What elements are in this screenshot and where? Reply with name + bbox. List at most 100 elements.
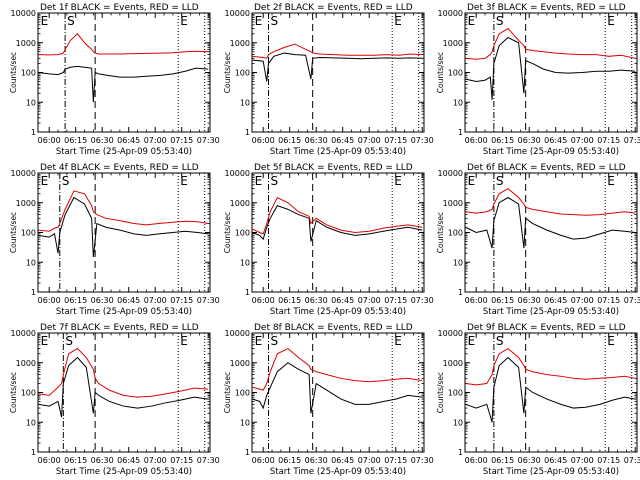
x-tick-label: 07:00 (358, 296, 381, 305)
panel-det-9: Det 9f BLACK = Events, RED = LLD 1 10 100 10… (436, 323, 640, 477)
x-tick-label: 07:30 (197, 456, 220, 465)
panel-title: Det 2f BLACK = Events, RED = LLD (254, 3, 413, 13)
marker-e: E (41, 334, 49, 348)
x-tick-label: 06:00 (252, 136, 275, 145)
series-lld (465, 187, 636, 216)
x-tick-label: 06:45 (544, 296, 567, 305)
x-tick-label: 07:15 (597, 136, 620, 145)
series-lld (38, 347, 209, 398)
marker-s: S (270, 334, 278, 348)
y-tick-label: 1 (458, 128, 463, 137)
x-tick-label: 06:00 (465, 296, 488, 305)
y-tick-label: 1000 (443, 39, 463, 48)
y-tick-label: 1000 (16, 359, 36, 368)
y-tick-label: 1 (31, 448, 36, 457)
x-tick-label: 06:45 (331, 136, 354, 145)
panel-det-5: Det 5f BLACK = Events, RED = LLD 1 10 100 10… (223, 163, 434, 317)
y-tick-label: 10000 (11, 329, 36, 338)
x-tick-label: 06:45 (117, 296, 140, 305)
plot-frame (464, 172, 638, 293)
marker-e: E (255, 174, 263, 188)
series-events (465, 36, 636, 100)
y-tick-label: 100 (21, 229, 36, 238)
y-tick-label: 10 (240, 98, 250, 107)
marker-e: E (394, 334, 402, 348)
marker-e: E (394, 174, 402, 188)
y-tick-label: 1000 (16, 39, 36, 48)
marker-e: E (394, 14, 402, 28)
x-tick-label: 06:45 (117, 456, 140, 465)
marker-e: E (607, 14, 615, 28)
y-tick-label: 10 (453, 98, 463, 107)
x-tick-label: 07:30 (411, 456, 434, 465)
y-tick-label: 1 (245, 288, 250, 297)
y-tick-label: 1 (31, 128, 36, 137)
y-tick-label: 1000 (443, 359, 463, 368)
y-tick-label: 10000 (438, 9, 463, 18)
y-axis-label: Counts/sec (223, 212, 232, 253)
marker-e: E (255, 14, 263, 28)
x-tick-label: 06:30 (305, 456, 328, 465)
panel-det-7: Det 7f BLACK = Events, RED = LLD 1 10 100 10… (9, 323, 220, 477)
x-tick-label: 07:15 (597, 456, 620, 465)
y-tick-label: 10 (26, 418, 36, 427)
x-axis-label: Start Time (25-Apr-09 05:53:40) (56, 147, 192, 157)
x-tick-label: 07:00 (358, 136, 381, 145)
series-events (252, 362, 423, 414)
x-tick-label: 07:15 (170, 296, 193, 305)
y-tick-label: 10000 (438, 329, 463, 338)
plot-frame (37, 172, 211, 293)
x-tick-label: 07:15 (170, 456, 193, 465)
series-lld (252, 196, 423, 235)
marker-s: S (270, 14, 278, 28)
x-tick-label: 07:15 (597, 296, 620, 305)
series-events (252, 52, 423, 82)
x-tick-label: 06:45 (331, 296, 354, 305)
x-axis-label: Start Time (25-Apr-09 05:53:40) (483, 467, 619, 477)
plot-frame (251, 12, 425, 133)
panel-title: Det 9f BLACK = Events, RED = LLD (467, 323, 626, 333)
x-axis-label: Start Time (25-Apr-09 05:53:40) (56, 307, 192, 317)
y-axis-label: Counts/sec (436, 212, 445, 253)
y-tick-label: 10 (240, 258, 250, 267)
panel-title: Det 4f BLACK = Events, RED = LLD (40, 163, 199, 173)
y-tick-label: 10000 (438, 169, 463, 178)
series-events (465, 356, 636, 423)
marker-s: S (496, 14, 504, 28)
x-tick-label: 06:00 (38, 296, 61, 305)
marker-s: S (496, 334, 504, 348)
y-axis-label: Counts/sec (223, 52, 232, 93)
marker-e: E (607, 174, 615, 188)
y-tick-label: 100 (448, 229, 463, 238)
marker-e: E (41, 14, 49, 28)
x-tick-label: 07:30 (411, 296, 434, 305)
y-tick-label: 1000 (230, 199, 250, 208)
y-tick-label: 10000 (11, 9, 36, 18)
y-tick-label: 10000 (11, 169, 36, 178)
y-tick-label: 1 (245, 448, 250, 457)
series-lld (465, 347, 636, 386)
series-events (38, 65, 209, 103)
y-tick-label: 1 (31, 288, 36, 297)
x-tick-label: 07:30 (624, 456, 640, 465)
panel-title: Det 6f BLACK = Events, RED = LLD (467, 163, 626, 173)
y-tick-label: 100 (235, 69, 250, 78)
x-tick-label: 06:45 (544, 456, 567, 465)
marker-e: E (255, 334, 263, 348)
x-tick-label: 06:15 (491, 456, 514, 465)
y-tick-label: 1 (458, 448, 463, 457)
plot-frame (251, 332, 425, 453)
panel-det-1: Det 1f BLACK = Events, RED = LLD 1 10 100 10… (9, 3, 220, 157)
x-tick-label: 06:30 (305, 296, 328, 305)
marker-e: E (41, 174, 49, 188)
x-tick-label: 07:00 (571, 136, 594, 145)
marker-e: E (468, 334, 476, 348)
x-tick-label: 07:30 (624, 296, 640, 305)
x-tick-label: 07:15 (384, 456, 407, 465)
y-tick-label: 100 (235, 389, 250, 398)
x-tick-label: 07:30 (624, 136, 640, 145)
series-lld (252, 43, 423, 59)
y-tick-label: 1000 (230, 359, 250, 368)
x-tick-label: 07:15 (384, 296, 407, 305)
